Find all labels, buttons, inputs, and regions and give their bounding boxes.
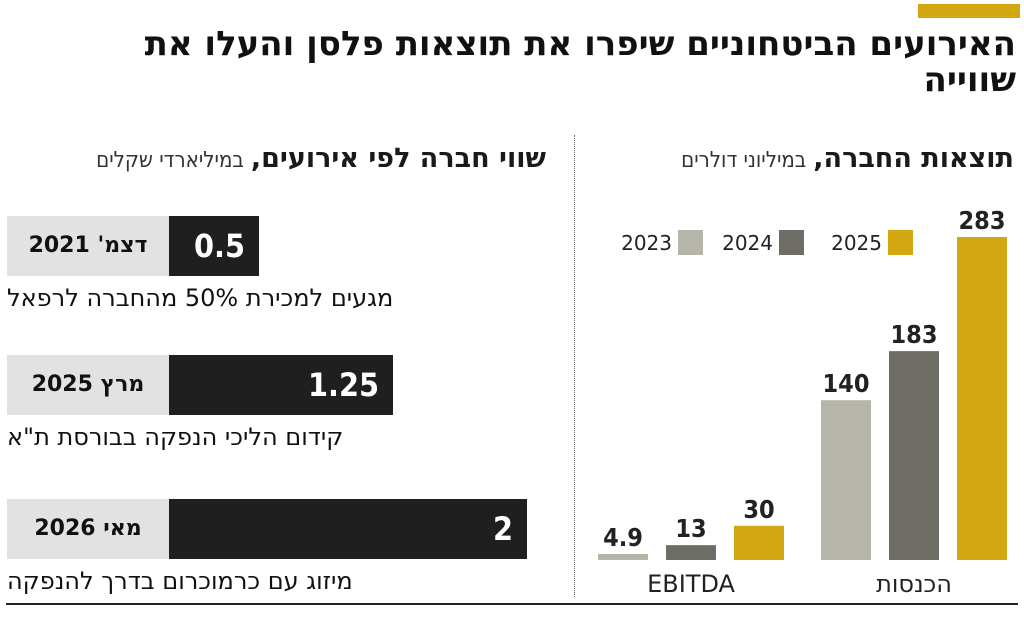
bottom-rule — [6, 603, 1018, 605]
category-label: EBITDA — [647, 570, 735, 598]
data-label: 183 — [891, 320, 938, 349]
right-title-unit: במיליוני דולרים — [681, 148, 807, 173]
data-label: 30 — [743, 495, 774, 524]
data-label: 140 — [823, 369, 870, 398]
event-description: מיזוג עם כרמוכרום בדרך להנפקה — [7, 567, 353, 595]
left-title-unit: במיליארדי שקלים — [96, 148, 244, 173]
right-panel-title: תוצאות החברה, במיליוני דולרים — [681, 143, 1014, 174]
accent-bar — [918, 4, 1020, 18]
results-bar-chart: 4.9 13 30 EBITDA 140 183 283 הכנסות 2023 2024 2025 — [598, 206, 1007, 598]
legend-swatch — [678, 230, 703, 255]
event-value-bar: 2 — [169, 499, 527, 559]
bar-2025-0 — [734, 525, 784, 560]
left-title-main: שווי חברה לפי אירועים, — [250, 143, 546, 174]
bar-2023-1 — [821, 400, 871, 560]
bar-2023-0 — [598, 554, 648, 560]
category-label: הכנסות — [876, 570, 952, 598]
event-description: קידום הליכי הנפקה בבורסת ת"א — [7, 423, 344, 451]
legend-label: 2024 — [722, 231, 773, 255]
data-label: 4.9 — [603, 523, 643, 552]
legend-label: 2023 — [621, 231, 672, 255]
event-date: מרץ 2025 — [7, 355, 169, 415]
event-date: דצמ' 2021 — [7, 216, 169, 276]
event-value-bar: 0.5 — [169, 216, 259, 276]
event-date: מאי 2026 — [7, 499, 169, 559]
data-label: 283 — [959, 206, 1006, 235]
left-panel-title: שווי חברה לפי אירועים, במיליארדי שקלים — [96, 143, 546, 174]
legend-swatch — [779, 230, 804, 255]
bar-2024-0 — [666, 545, 716, 560]
bar-2024-1 — [889, 351, 939, 560]
page-title: האירועים הביטחוניים שיפרו את תוצאות פלסן… — [144, 24, 1016, 100]
event-value-bar: 1.25 — [169, 355, 393, 415]
right-title-main: תוצאות החברה, — [813, 143, 1014, 174]
event-description: מגעים למכירת 50% מהחברה לרפאל — [7, 284, 394, 312]
data-label: 13 — [675, 514, 706, 543]
legend-swatch — [888, 230, 913, 255]
legend-label: 2025 — [831, 231, 882, 255]
panel-divider — [574, 135, 575, 597]
bar-2025-1 — [957, 237, 1007, 560]
